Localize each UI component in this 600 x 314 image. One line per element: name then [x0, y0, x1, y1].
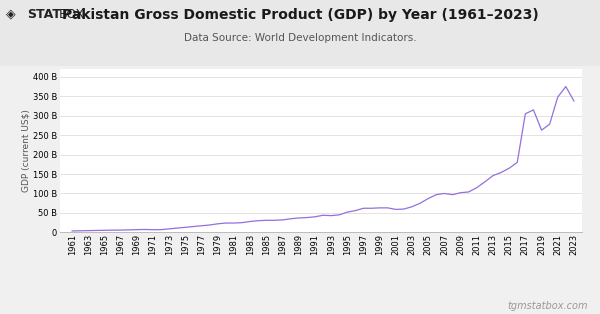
Text: BOX: BOX: [59, 8, 85, 21]
Text: Data Source: World Development Indicators.: Data Source: World Development Indicator…: [184, 33, 416, 43]
Y-axis label: GDP (current US$): GDP (current US$): [21, 109, 30, 192]
Text: Pakistan Gross Domestic Product (GDP) by Year (1961–2023): Pakistan Gross Domestic Product (GDP) by…: [62, 8, 538, 22]
Text: STAT: STAT: [27, 8, 61, 21]
Text: tgmstatbox.com: tgmstatbox.com: [508, 301, 588, 311]
Text: ◈: ◈: [6, 8, 16, 21]
